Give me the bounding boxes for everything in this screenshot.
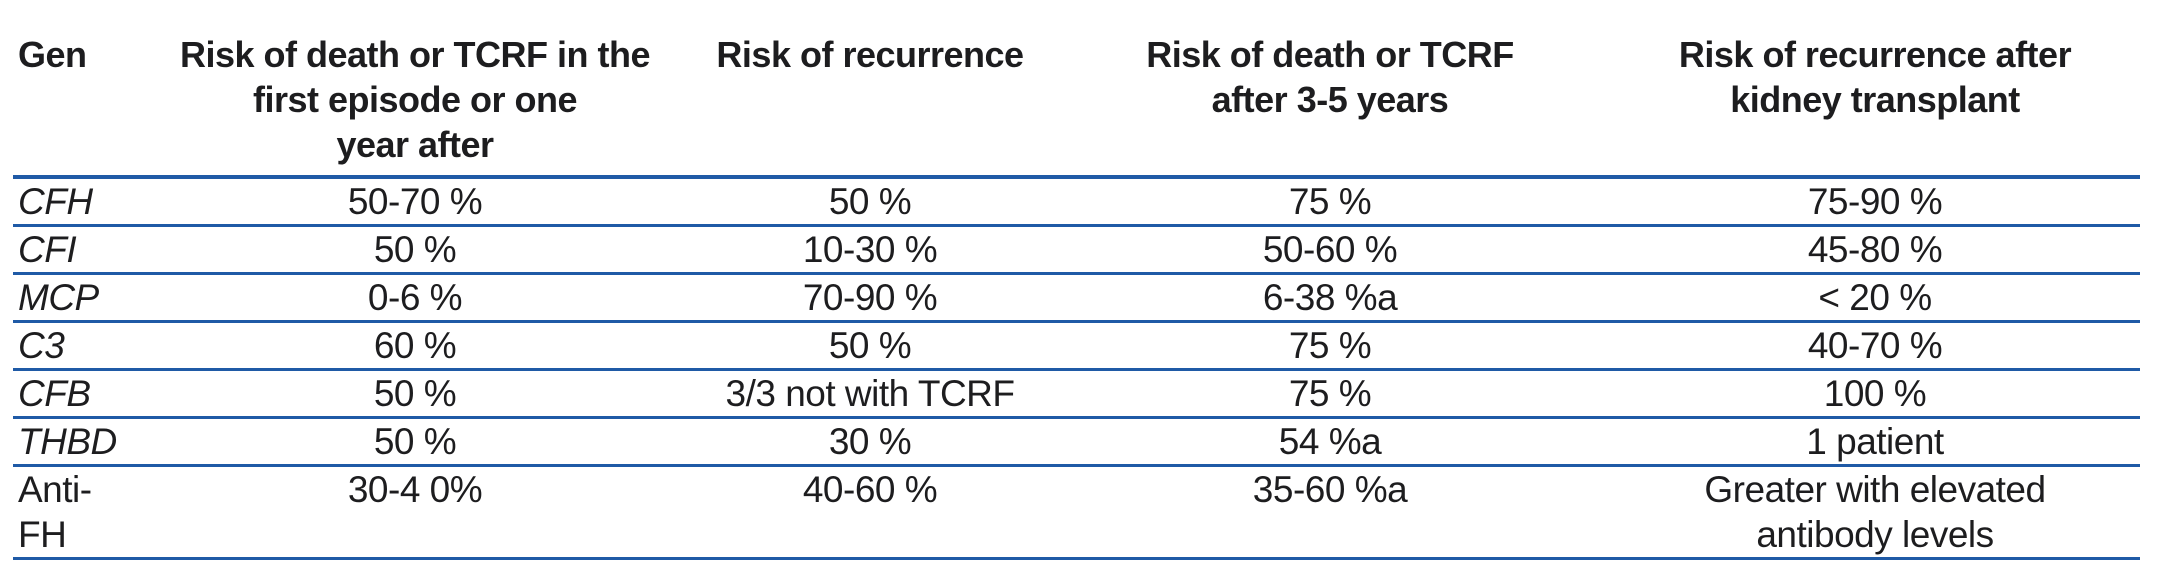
table-cell: 75 % — [1050, 369, 1610, 419]
table-row: CFI 50 % 10-30 % 50-60 % 45-80 % — [13, 225, 2140, 275]
table-cell: 50 % — [690, 177, 1050, 227]
table-row: CFH 50-70 % 50 % 75 % 75-90 % — [13, 177, 2140, 227]
column-header-risk-recurrence-transplant: Risk of recurrence after kidney transpla… — [1610, 4, 2140, 179]
table-cell: 75-90 % — [1610, 177, 2140, 227]
table-cell: 50 % — [690, 321, 1050, 371]
table-cell: 50 % — [140, 417, 690, 467]
column-header-gen: Gen — [13, 4, 140, 179]
table-cell: 0-6 % — [140, 273, 690, 323]
table-cell: 100 % — [1610, 369, 2140, 419]
table-body: CFH 50-70 % 50 % 75 % 75-90 % CFI 50 % 10-30 % 5… — [13, 177, 2140, 560]
table-cell: 54 %a — [1050, 417, 1610, 467]
gene-cell: MCP — [13, 273, 140, 323]
header-row: Gen Risk of death or TCRF in the first e… — [13, 4, 2140, 179]
gene-cell: CFB — [13, 369, 140, 419]
table-cell: 10-30 % — [690, 225, 1050, 275]
table-cell: 1 patient — [1610, 417, 2140, 467]
table-cell: 40-70 % — [1610, 321, 2140, 371]
table-row: C3 60 % 50 % 75 % 40-70 % — [13, 321, 2140, 371]
table-cell: 50-60 % — [1050, 225, 1610, 275]
table-cell: 6-38 %a — [1050, 273, 1610, 323]
genetic-risk-table: Gen Risk of death or TCRF in the first e… — [13, 4, 2140, 560]
table-cell: < 20 % — [1610, 273, 2140, 323]
gene-cell: C3 — [13, 321, 140, 371]
gene-cell: Anti-FH — [13, 465, 140, 560]
gene-cell: CFI — [13, 225, 140, 275]
table-row: MCP 0-6 % 70-90 % 6-38 %a < 20 % — [13, 273, 2140, 323]
table-cell: 70-90 % — [690, 273, 1050, 323]
table-cell: 75 % — [1050, 177, 1610, 227]
column-header-risk-death-first-episode: Risk of death or TCRF in the first episo… — [140, 4, 690, 179]
table-cell: 40-60 % — [690, 465, 1050, 560]
table-row: CFB 50 % 3/3 not with TCRF 75 % 100 % — [13, 369, 2140, 419]
table-cell: 75 % — [1050, 321, 1610, 371]
column-header-risk-recurrence: Risk of recurrence — [690, 4, 1050, 179]
table-cell: Greater with elevated antibody levels — [1610, 465, 2140, 560]
table-cell: 30 % — [690, 417, 1050, 467]
column-header-risk-death-3-5-years: Risk of death or TCRF after 3-5 years — [1050, 4, 1610, 179]
table-cell: 45-80 % — [1610, 225, 2140, 275]
table-cell: 50 % — [140, 369, 690, 419]
table-cell: 35-60 %a — [1050, 465, 1610, 560]
table-cell: 30-4 0% — [140, 465, 690, 560]
gene-cell: THBD — [13, 417, 140, 467]
table-cell: 60 % — [140, 321, 690, 371]
table-cell: 50-70 % — [140, 177, 690, 227]
table-cell: 3/3 not with TCRF — [690, 369, 1050, 419]
table-cell: 50 % — [140, 225, 690, 275]
table-row: Anti-FH 30-4 0% 40-60 % 35-60 %a Greater wit… — [13, 465, 2140, 560]
gene-cell: CFH — [13, 177, 140, 227]
table-header: Gen Risk of death or TCRF in the first e… — [13, 4, 2140, 179]
table-row: THBD 50 % 30 % 54 %a 1 patient — [13, 417, 2140, 467]
